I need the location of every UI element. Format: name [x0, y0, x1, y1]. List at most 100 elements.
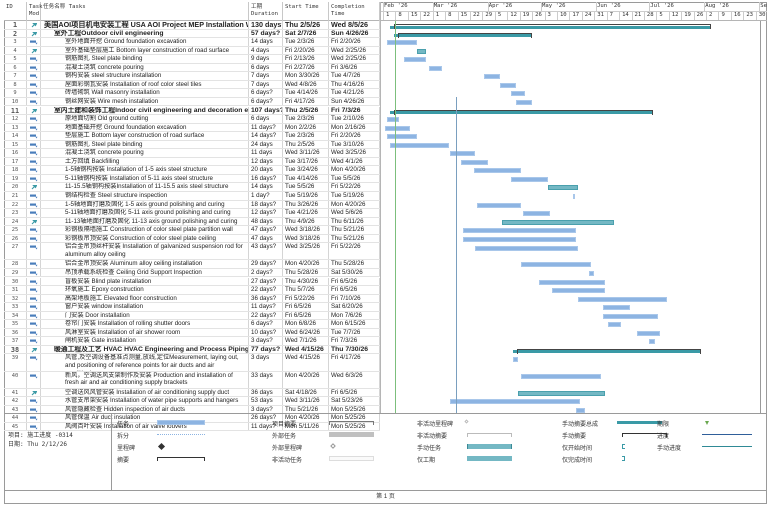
task-start[interactable]: Fri 2/20/26 [283, 46, 329, 55]
task-start[interactable]: Tue 2/3/26 [283, 38, 329, 46]
task-duration[interactable]: 11 days? [249, 422, 283, 431]
task-end[interactable]: Wed 2/25/26 [329, 55, 380, 63]
summary-bracket[interactable] [394, 109, 653, 115]
table-row[interactable]: 37 闸机安装 Gate installation 3 days? Wed 7/1/2… [4, 337, 380, 346]
task-name[interactable]: 室外基础垫层施工 Bottom layer construction of ro… [41, 46, 249, 55]
task-duration[interactable]: 43 days? [249, 243, 283, 260]
task-name[interactable]: 屋面彩钢瓦安装 Installation of roof color steel… [41, 80, 249, 89]
task-name[interactable]: 彩钢板吊顶安装 Construction of color steel plat… [41, 234, 249, 243]
task-name[interactable]: 5-11轴地面打磨及固化 5-11 axis ground polishing … [41, 209, 249, 217]
task-start[interactable]: Fri 6/5/26 [283, 303, 329, 311]
task-start[interactable]: Tue 4/14/26 [283, 89, 329, 97]
table-row[interactable]: 15 钢筋图扎 Steel plate binding 24 days Thu 2/5… [4, 140, 380, 150]
task-bar[interactable] [461, 159, 488, 165]
table-row[interactable]: 11 室内土建和装饰工程Indoor civil engineering and … [4, 106, 380, 116]
task-name[interactable]: 地面基础开挖 Ground foundation excavation [41, 123, 249, 132]
task-start[interactable]: Tue 3/17/26 [283, 157, 329, 166]
table-row[interactable]: 29 吊顶承载系统检查 Ceiling Grid Support Inspecti… [4, 268, 380, 278]
task-start[interactable]: Thu 2/5/26 [283, 140, 329, 149]
table-row[interactable]: 16 混凝土浇筑 concrete pouring 11 days Wed 3/11/… [4, 149, 380, 158]
manual-summary-rollup-bar[interactable] [390, 111, 653, 114]
table-row[interactable]: 10 钢丝网安装 Wire mesh installation 6 days? Fri… [4, 97, 380, 107]
table-row[interactable]: 24 11-13轴地面打磨及固化 11-13 axis ground polish… [4, 217, 380, 227]
task-duration[interactable]: 6 days [249, 63, 283, 72]
summary-bracket[interactable] [394, 24, 712, 29]
task-duration[interactable]: 11 days? [249, 303, 283, 311]
task-duration[interactable]: 130 days? [251, 21, 283, 29]
task-duration[interactable]: 3 days? [249, 405, 283, 414]
task-bar[interactable] [386, 40, 417, 46]
task-end[interactable]: Thu 4/16/26 [329, 80, 380, 89]
task-bar[interactable] [462, 228, 577, 234]
task-duration[interactable]: 22 days? [249, 311, 283, 320]
table-row[interactable]: 8 屋面彩钢瓦安装 Installation of roof color stee… [4, 80, 380, 90]
task-end[interactable]: Wed 6/3/26 [329, 371, 380, 388]
task-start[interactable]: Fri 5/22/26 [283, 294, 329, 303]
task-bar[interactable] [473, 168, 522, 174]
task-end[interactable]: Fri 5/22/26 [329, 243, 380, 260]
task-bar[interactable] [462, 236, 577, 242]
task-bar[interactable] [603, 313, 659, 319]
task-duration[interactable]: 3 days [249, 354, 283, 371]
table-row[interactable]: 3 室外地面开挖 Ground foundation excavation 14 d… [4, 38, 380, 47]
task-bar[interactable] [500, 82, 517, 88]
table-row[interactable]: 39 风管,及空调设备基准点测量,放线,定位Measurement, laying… [4, 354, 380, 372]
task-duration[interactable]: 11 days [249, 149, 283, 157]
task-duration[interactable]: 36 days [249, 388, 283, 397]
table-row[interactable]: 12 原地面切割 Old ground cutting 6 days Tue 2/3/… [4, 115, 380, 124]
manual-summary-rollup-bar[interactable] [512, 350, 701, 354]
task-duration[interactable]: 11 days? [249, 123, 283, 132]
task-end[interactable]: Tue 5/5/26 [329, 174, 380, 183]
task-end[interactable]: Mon 2/16/26 [329, 123, 380, 132]
task-duration[interactable]: 53 days [249, 397, 283, 405]
task-start[interactable]: Thu 2/5/26 [283, 106, 329, 115]
table-row[interactable]: 20 11-15.5轴钢构按装Installation of 11-15.5 ax… [4, 183, 380, 192]
manual-summary-rollup-bar[interactable] [393, 34, 533, 38]
task-end[interactable]: Thu 5/21/26 [329, 226, 380, 234]
task-start[interactable]: Fri 2/13/26 [283, 55, 329, 63]
task-name[interactable]: 门安装 Door installation [41, 311, 249, 320]
task-start[interactable]: Thu 4/30/26 [283, 277, 329, 286]
table-row[interactable]: 26 彩钢板吊顶安装 Construction of color steel pl… [4, 234, 380, 244]
table-row[interactable]: 38 暖通工程及工艺 HVAC HVAC Engineering and Proc… [4, 345, 380, 355]
task-name[interactable]: 吊顶承载系统检查 Ceiling Grid Support Inspection [41, 268, 249, 277]
task-bar[interactable] [521, 262, 591, 268]
task-duration[interactable]: 6 days? [249, 97, 283, 106]
table-row[interactable]: 36 风淋室安装 Installation of air shower room 1… [4, 328, 380, 338]
task-bar[interactable] [516, 99, 533, 105]
task-start[interactable]: Mon 5/11/26 [283, 422, 329, 431]
task-end[interactable]: Wed 8/5/26 [329, 21, 380, 29]
task-bar[interactable] [484, 74, 501, 80]
task-end[interactable]: Thu 5/28/26 [329, 260, 380, 268]
task-name[interactable]: 11-15.5轴钢构按装Installation of 11-15.5 axis… [41, 183, 249, 191]
table-row[interactable]: 1 美国AOI项目机电安装工程 USA AOI Project MEP Insta… [4, 21, 380, 30]
task-start[interactable]: Mon 2/2/26 [283, 123, 329, 132]
task-bar[interactable] [636, 330, 660, 336]
task-start[interactable]: Wed 4/8/26 [283, 80, 329, 89]
task-bar[interactable] [608, 322, 621, 328]
table-row[interactable]: 6 混凝土浇筑 concrete pouring 6 days Fri 2/27/26… [4, 63, 380, 73]
task-start[interactable]: Thu 4/9/26 [283, 217, 329, 226]
task-end[interactable]: Fri 7/10/26 [329, 294, 380, 303]
task-duration[interactable]: 6 days? [249, 320, 283, 328]
task-name[interactable]: 砖墙砌筑 Wall masonry installation [41, 89, 249, 97]
task-name[interactable]: 美国AOI项目机电安装工程 USA AOI Project MEP Instal… [41, 21, 249, 29]
task-name[interactable]: 盲板安装 Blind plate installation [41, 277, 249, 286]
task-duration[interactable]: 4 days [249, 46, 283, 55]
task-duration[interactable]: 6 days [249, 115, 283, 123]
task-name[interactable]: 空调送风风管安装 Installation of air conditionin… [41, 388, 249, 397]
task-end[interactable]: Fri 7/3/26 [329, 106, 380, 115]
task-start[interactable]: Thu 3/26/26 [283, 200, 329, 209]
col-header-end[interactable]: Completion Time [329, 2, 380, 21]
table-row[interactable]: 14 垫层施工 Bottom layer construction of road… [4, 132, 380, 141]
task-bar[interactable] [450, 399, 580, 405]
task-bar[interactable] [512, 356, 518, 362]
task-name[interactable]: 铝合金吊顶安装 Aluminum alloy ceiling installat… [41, 260, 249, 268]
task-bar[interactable] [477, 202, 522, 208]
manual-task-bar[interactable] [517, 390, 605, 396]
task-bar[interactable] [588, 270, 595, 276]
task-end[interactable]: Thu 5/21/26 [329, 234, 380, 243]
task-start[interactable]: Thu 5/7/26 [283, 286, 329, 294]
task-duration[interactable]: 27 days? [249, 277, 283, 286]
task-name[interactable]: 1-5轴地面打磨及固化 1-5 axis ground polishing an… [41, 200, 249, 209]
